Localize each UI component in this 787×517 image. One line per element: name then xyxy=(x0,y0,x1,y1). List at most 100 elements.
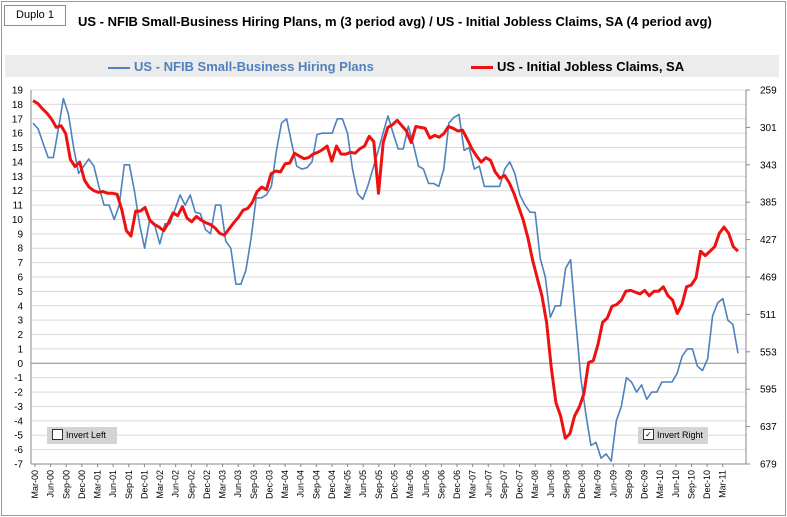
x-tick-label: Jun-06 xyxy=(421,470,431,498)
x-tick-label: Jun-10 xyxy=(671,470,681,498)
legend-swatch-jobless-claims xyxy=(471,66,493,70)
x-tick-label: Sep-08 xyxy=(561,470,571,499)
x-tick-label: Jun-09 xyxy=(608,470,618,498)
x-tick-label: Sep-02 xyxy=(186,470,196,499)
x-tick-label: Mar-02 xyxy=(155,470,165,499)
left-tick-label: -1 xyxy=(14,373,23,384)
x-tick-label: Dec-10 xyxy=(702,470,712,499)
x-tick-label: Mar-04 xyxy=(280,470,290,499)
series-line-jobless-claims xyxy=(32,99,740,440)
left-tick-label: -6 xyxy=(14,445,23,456)
x-tick-label: Mar-06 xyxy=(405,470,415,499)
x-tick-label: Dec-00 xyxy=(77,470,87,499)
invert-left-checkbox[interactable]: Invert Left xyxy=(47,427,117,444)
x-tick-label: Mar-03 xyxy=(218,470,228,499)
x-tick-label: Dec-06 xyxy=(452,470,462,499)
right-tick-label: 511 xyxy=(760,310,776,321)
x-tick-label: Mar-09 xyxy=(593,470,603,499)
legend-label-jobless-claims: US - Initial Jobless Claims, SA xyxy=(497,59,685,74)
x-tick-label: Mar-05 xyxy=(343,470,353,499)
left-tick-label: 4 xyxy=(17,301,23,312)
x-tick-label: Jun-01 xyxy=(108,470,118,498)
legend-item-hiring-plans: US - NFIB Small-Business Hiring Plans xyxy=(108,59,374,74)
left-tick-label: -7 xyxy=(14,460,23,471)
x-tick-label: Jun-03 xyxy=(233,470,243,498)
right-tick-label: 679 xyxy=(760,460,777,471)
right-tick-label: 343 xyxy=(760,160,777,171)
right-tick-label: 469 xyxy=(760,273,777,284)
left-tick-label: 9 xyxy=(17,229,23,240)
right-tick-label: 553 xyxy=(760,347,777,358)
right-tick-label: 637 xyxy=(760,422,777,433)
invert-left-box[interactable] xyxy=(52,429,63,441)
invert-right-checkbox[interactable]: ✓ Invert Right xyxy=(638,427,708,444)
x-tick-label: Sep-05 xyxy=(374,470,384,499)
legend-swatch-hiring-plans xyxy=(108,66,130,69)
left-tick-label: 15 xyxy=(12,143,24,154)
left-tick-label: 12 xyxy=(12,186,24,197)
x-tick-label: Jun-08 xyxy=(546,470,556,498)
x-tick-label: Dec-02 xyxy=(202,470,212,499)
x-tick-label: Sep-06 xyxy=(436,470,446,499)
left-tick-label: 1 xyxy=(17,344,23,355)
left-tick-label: -2 xyxy=(14,388,23,399)
left-tick-label: -4 xyxy=(14,416,23,427)
x-tick-label: Jun-07 xyxy=(483,470,493,498)
right-tick-label: 595 xyxy=(760,385,777,396)
left-tick-label: -3 xyxy=(14,402,23,413)
left-tick-label: 10 xyxy=(12,215,24,226)
left-tick-label: -5 xyxy=(14,431,23,442)
x-tick-label: Jun-04 xyxy=(296,470,306,498)
right-tick-label: 301 xyxy=(760,123,777,134)
x-tick-label: Mar-10 xyxy=(655,470,665,499)
invert-right-label: Invert Right xyxy=(657,430,704,440)
right-tick-label: 385 xyxy=(760,198,777,209)
x-tick-label: Mar-07 xyxy=(468,470,478,499)
invert-right-box[interactable]: ✓ xyxy=(643,429,654,441)
left-tick-label: 18 xyxy=(12,100,24,111)
x-tick-label: Sep-09 xyxy=(624,470,634,499)
x-tick-label: Sep-00 xyxy=(61,470,71,499)
x-tick-label: Jun-05 xyxy=(358,470,368,498)
x-tick-label: Mar-11 xyxy=(718,470,728,498)
right-tick-label: 427 xyxy=(760,235,777,246)
left-tick-label: 2 xyxy=(17,330,23,341)
left-tick-label: 13 xyxy=(12,172,24,183)
left-tick-label: 6 xyxy=(17,273,23,284)
x-tick-label: Dec-01 xyxy=(139,470,149,499)
x-tick-label: Dec-07 xyxy=(515,470,525,499)
x-tick-label: Jun-00 xyxy=(46,470,56,498)
x-tick-label: Mar-01 xyxy=(93,470,103,499)
x-tick-label: Dec-09 xyxy=(640,470,650,499)
legend-item-jobless-claims: US - Initial Jobless Claims, SA xyxy=(471,59,684,74)
x-tick-label: Sep-04 xyxy=(311,470,321,499)
x-tick-label: Sep-10 xyxy=(686,470,696,499)
left-tick-label: 0 xyxy=(17,359,23,370)
left-tick-label: 5 xyxy=(17,287,23,298)
x-tick-label: Dec-08 xyxy=(577,470,587,499)
legend-label-hiring-plans: US - NFIB Small-Business Hiring Plans xyxy=(134,59,374,74)
x-tick-label: Sep-01 xyxy=(124,470,134,499)
left-tick-label: 3 xyxy=(17,316,23,327)
left-tick-label: 7 xyxy=(17,258,23,269)
legend: US - NFIB Small-Business Hiring Plans US… xyxy=(5,55,779,77)
x-tick-label: Jun-02 xyxy=(171,470,181,498)
x-tick-label: Dec-03 xyxy=(264,470,274,499)
x-tick-label: Sep-07 xyxy=(499,470,509,499)
left-tick-label: 8 xyxy=(17,244,23,255)
left-tick-label: 11 xyxy=(13,201,24,212)
left-tick-label: 19 xyxy=(12,86,24,97)
left-tick-label: 14 xyxy=(12,157,24,168)
x-tick-label: Dec-05 xyxy=(389,470,399,499)
invert-left-label: Invert Left xyxy=(66,430,107,440)
x-tick-label: Mar-08 xyxy=(530,470,540,499)
x-tick-label: Dec-04 xyxy=(327,470,337,499)
left-tick-label: 16 xyxy=(12,129,24,140)
chart-name-box[interactable]: Duplo 1 xyxy=(4,5,66,26)
right-tick-label: 259 xyxy=(760,86,777,97)
x-tick-label: Sep-03 xyxy=(249,470,259,499)
x-tick-label: Mar-00 xyxy=(30,470,40,499)
chart-title: US - NFIB Small-Business Hiring Plans, m… xyxy=(78,14,712,29)
left-tick-label: 17 xyxy=(12,114,24,125)
